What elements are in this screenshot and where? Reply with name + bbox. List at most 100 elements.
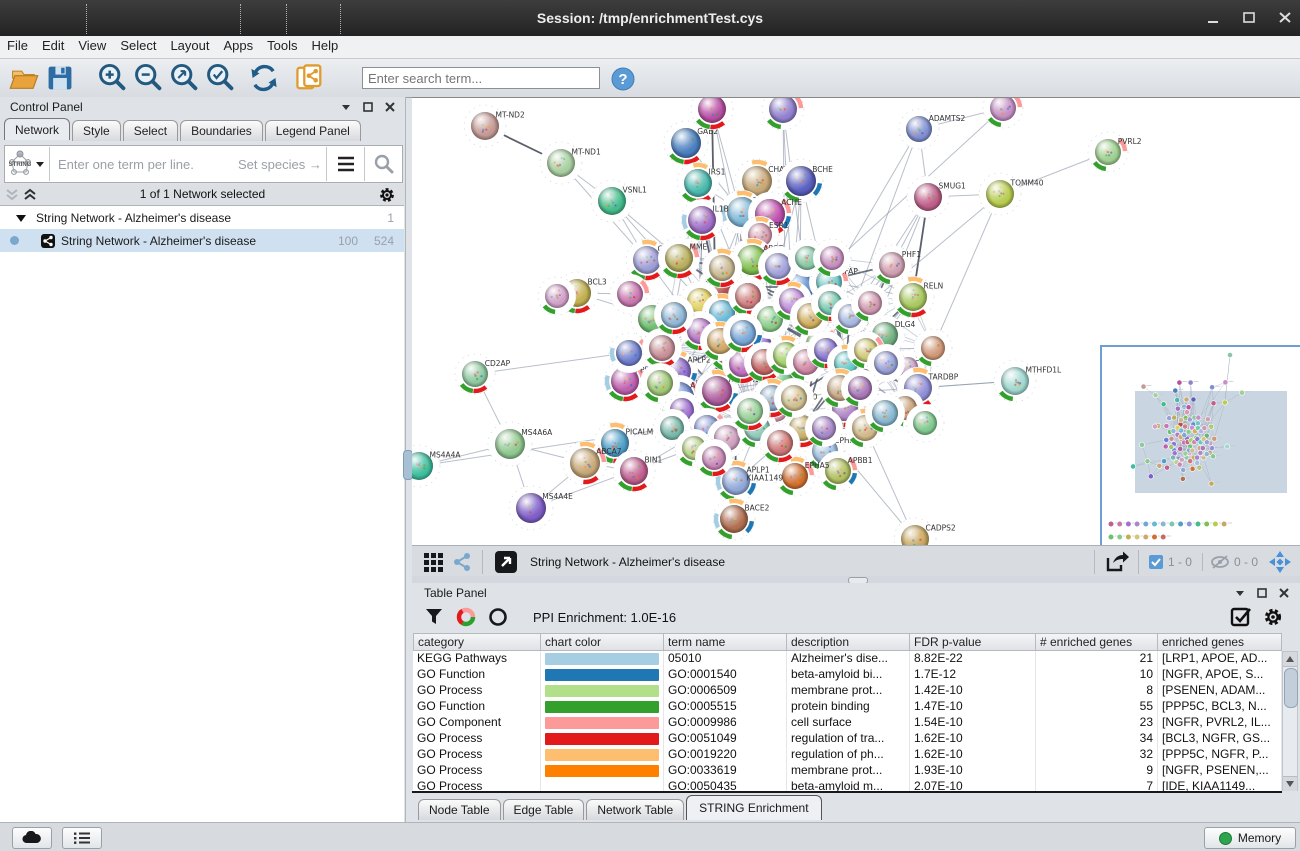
panel-close-icon[interactable] (1276, 586, 1292, 600)
refresh-button[interactable] (248, 62, 280, 94)
column-header-term-name[interactable]: term name (664, 633, 787, 651)
network-node[interactable] (851, 284, 889, 322)
network-node-tomm40[interactable]: TOMM40 (979, 173, 1044, 215)
menu-select[interactable]: Select (113, 36, 163, 55)
network-options-gear-icon[interactable] (378, 186, 396, 204)
scrollbar-thumb[interactable] (1284, 668, 1298, 708)
network-node-cadps2[interactable]: CADPS2 (894, 518, 956, 546)
column-header-enriched-genes[interactable]: enriched genes (1158, 633, 1282, 651)
network-node[interactable] (983, 98, 1023, 128)
tab-network-table[interactable]: Network Table (586, 799, 684, 820)
zoom-fit-button[interactable] (168, 62, 200, 94)
string-logo[interactable]: STRING (5, 147, 50, 181)
network-node-bche[interactable]: BCHE (779, 159, 833, 203)
tab-legend-panel[interactable]: Legend Panel (265, 120, 361, 141)
string-search-icon[interactable] (366, 151, 402, 177)
table-scrollbar[interactable] (1282, 651, 1298, 791)
column-header--enriched-genes[interactable]: # enriched genes (1036, 633, 1158, 651)
tab-select[interactable]: Select (123, 120, 178, 141)
network-node-ms4a4a[interactable]: MS4A4A (412, 445, 461, 487)
birds-eye-toggle-icon[interactable] (1268, 550, 1292, 574)
network-node[interactable] (805, 409, 843, 447)
tab-edge-table[interactable]: Edge Table (503, 799, 585, 820)
hidden-elements-icon[interactable] (1210, 554, 1230, 570)
tab-style[interactable]: Style (72, 120, 121, 141)
network-node-ms4a4e[interactable]: MS4A4E (509, 486, 573, 530)
filter-icon[interactable] (424, 607, 444, 627)
zoom-in-button[interactable] (96, 62, 128, 94)
string-options-icon[interactable] (328, 152, 364, 176)
table-settings-gear-icon[interactable] (1262, 606, 1284, 628)
network-node[interactable] (774, 378, 814, 418)
scroll-up-button[interactable] (1283, 652, 1297, 667)
tree-expand-icon[interactable] (14, 212, 28, 224)
network-node[interactable] (813, 239, 851, 277)
network-node[interactable] (702, 248, 742, 288)
birds-eye-graph[interactable] (1102, 347, 1296, 541)
column-header-description[interactable]: description (787, 633, 910, 651)
export-network-icon[interactable] (1104, 550, 1130, 574)
network-view-icon[interactable] (452, 552, 472, 572)
zoom-selected-button[interactable] (204, 62, 236, 94)
expand-all-icon[interactable] (22, 187, 38, 202)
network-node[interactable] (914, 329, 952, 367)
column-header-chart-color[interactable]: chart color (541, 633, 664, 651)
import-network-button[interactable] (294, 62, 326, 94)
network-row[interactable]: String Network - Alzheimer's disease 100… (0, 229, 404, 252)
tab-string-enrichment[interactable]: STRING Enrichment (686, 795, 821, 820)
network-node-vsnl1[interactable]: VSNL1 (591, 180, 647, 222)
tab-boundaries[interactable]: Boundaries (180, 120, 263, 141)
search-input[interactable] (362, 67, 600, 89)
help-icon[interactable]: ? (610, 66, 636, 92)
open-session-button[interactable] (8, 62, 40, 94)
network-node[interactable] (695, 439, 733, 477)
string-query-input[interactable]: Enter one term per line. (50, 157, 238, 172)
network-node[interactable] (640, 363, 680, 403)
menu-tools[interactable]: Tools (260, 36, 304, 55)
menu-view[interactable]: View (71, 36, 113, 55)
network-node-mt-nd1[interactable]: MT-ND1 (540, 142, 601, 184)
panel-float-icon[interactable] (1254, 586, 1270, 600)
reset-color-icon[interactable] (488, 607, 508, 627)
tab-node-table[interactable]: Node Table (418, 799, 501, 820)
column-header-FDR-p-value[interactable]: FDR p-value (910, 633, 1036, 651)
menu-file[interactable]: File (0, 36, 35, 55)
network-node-il1b[interactable]: IL1B (681, 199, 729, 241)
network-node-mthfd1l[interactable]: MTHFD1L (994, 360, 1062, 402)
grid-view-icon[interactable] (422, 551, 444, 573)
scroll-down-button[interactable] (1283, 776, 1297, 791)
birds-eye-view[interactable] (1100, 345, 1300, 547)
panel-menu-icon[interactable] (1232, 586, 1248, 600)
panel-close-icon[interactable] (382, 100, 398, 114)
menu-layout[interactable]: Layout (163, 36, 216, 55)
zoom-out-button[interactable] (132, 62, 164, 94)
species-selector[interactable]: Set species → (238, 157, 322, 172)
panel-menu-icon[interactable] (338, 100, 354, 114)
network-node[interactable] (730, 391, 770, 431)
select-rows-icon[interactable] (1230, 606, 1252, 628)
selected-nodes-icon[interactable] (1148, 554, 1164, 570)
chart-color-icon[interactable] (456, 607, 476, 627)
close-button[interactable] (1272, 8, 1298, 28)
network-node-smug1[interactable]: SMUG1 (907, 176, 966, 218)
network-node-ms4a6a[interactable]: MS4A6A (488, 422, 553, 466)
network-node[interactable] (760, 423, 800, 463)
network-node[interactable] (538, 277, 576, 315)
menu-apps[interactable]: Apps (217, 36, 261, 55)
network-node-bace2[interactable]: BACE2 (713, 498, 770, 540)
maximize-button[interactable] (1236, 8, 1262, 28)
network-node-cd2ap[interactable]: CD2AP (455, 354, 511, 394)
minimize-button[interactable] (1200, 8, 1226, 28)
column-header-category[interactable]: category (413, 633, 541, 651)
network-node[interactable] (762, 98, 804, 130)
network-node-irs1[interactable]: IRS1 (677, 162, 726, 204)
menu-help[interactable]: Help (305, 36, 346, 55)
task-list-button[interactable] (62, 827, 102, 849)
